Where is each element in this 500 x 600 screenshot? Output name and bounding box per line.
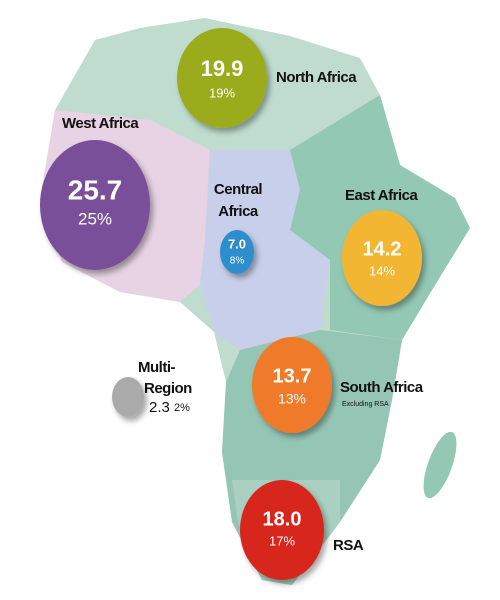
central-bubble bbox=[220, 230, 254, 274]
share: 2% bbox=[174, 402, 190, 414]
region-name: RSA bbox=[333, 537, 364, 554]
region-note: Excluding RSA bbox=[342, 401, 389, 408]
rsa-bubble bbox=[240, 480, 324, 580]
region-name: West Africa bbox=[62, 115, 139, 132]
share: 8% bbox=[230, 256, 245, 267]
value: 18.0 bbox=[263, 508, 302, 530]
madagascar bbox=[423, 431, 457, 499]
region-name: North Africa bbox=[276, 69, 357, 86]
north-bubble bbox=[177, 28, 267, 128]
east-bubble bbox=[342, 210, 422, 306]
region-name: Africa bbox=[218, 203, 259, 220]
value: 13.7 bbox=[273, 365, 312, 387]
region-name: Central bbox=[214, 181, 263, 198]
share: 13% bbox=[278, 391, 306, 407]
region-name: East Africa bbox=[345, 187, 418, 204]
west-bubble bbox=[40, 140, 150, 270]
share: 25% bbox=[78, 209, 112, 228]
value: 19.9 bbox=[201, 56, 244, 81]
region-name: Multi- bbox=[138, 359, 175, 376]
south-bubble bbox=[252, 337, 332, 433]
value: 7.0 bbox=[228, 236, 246, 251]
multi-bubble bbox=[112, 377, 144, 417]
share: 14% bbox=[369, 263, 395, 278]
value: 2.3 bbox=[149, 399, 170, 416]
value: 25.7 bbox=[68, 174, 123, 205]
share: 17% bbox=[269, 533, 295, 548]
region-name: South Africa bbox=[340, 379, 424, 396]
region-name: Region bbox=[144, 380, 192, 397]
value: 14.2 bbox=[363, 238, 402, 260]
share: 19% bbox=[209, 85, 235, 100]
